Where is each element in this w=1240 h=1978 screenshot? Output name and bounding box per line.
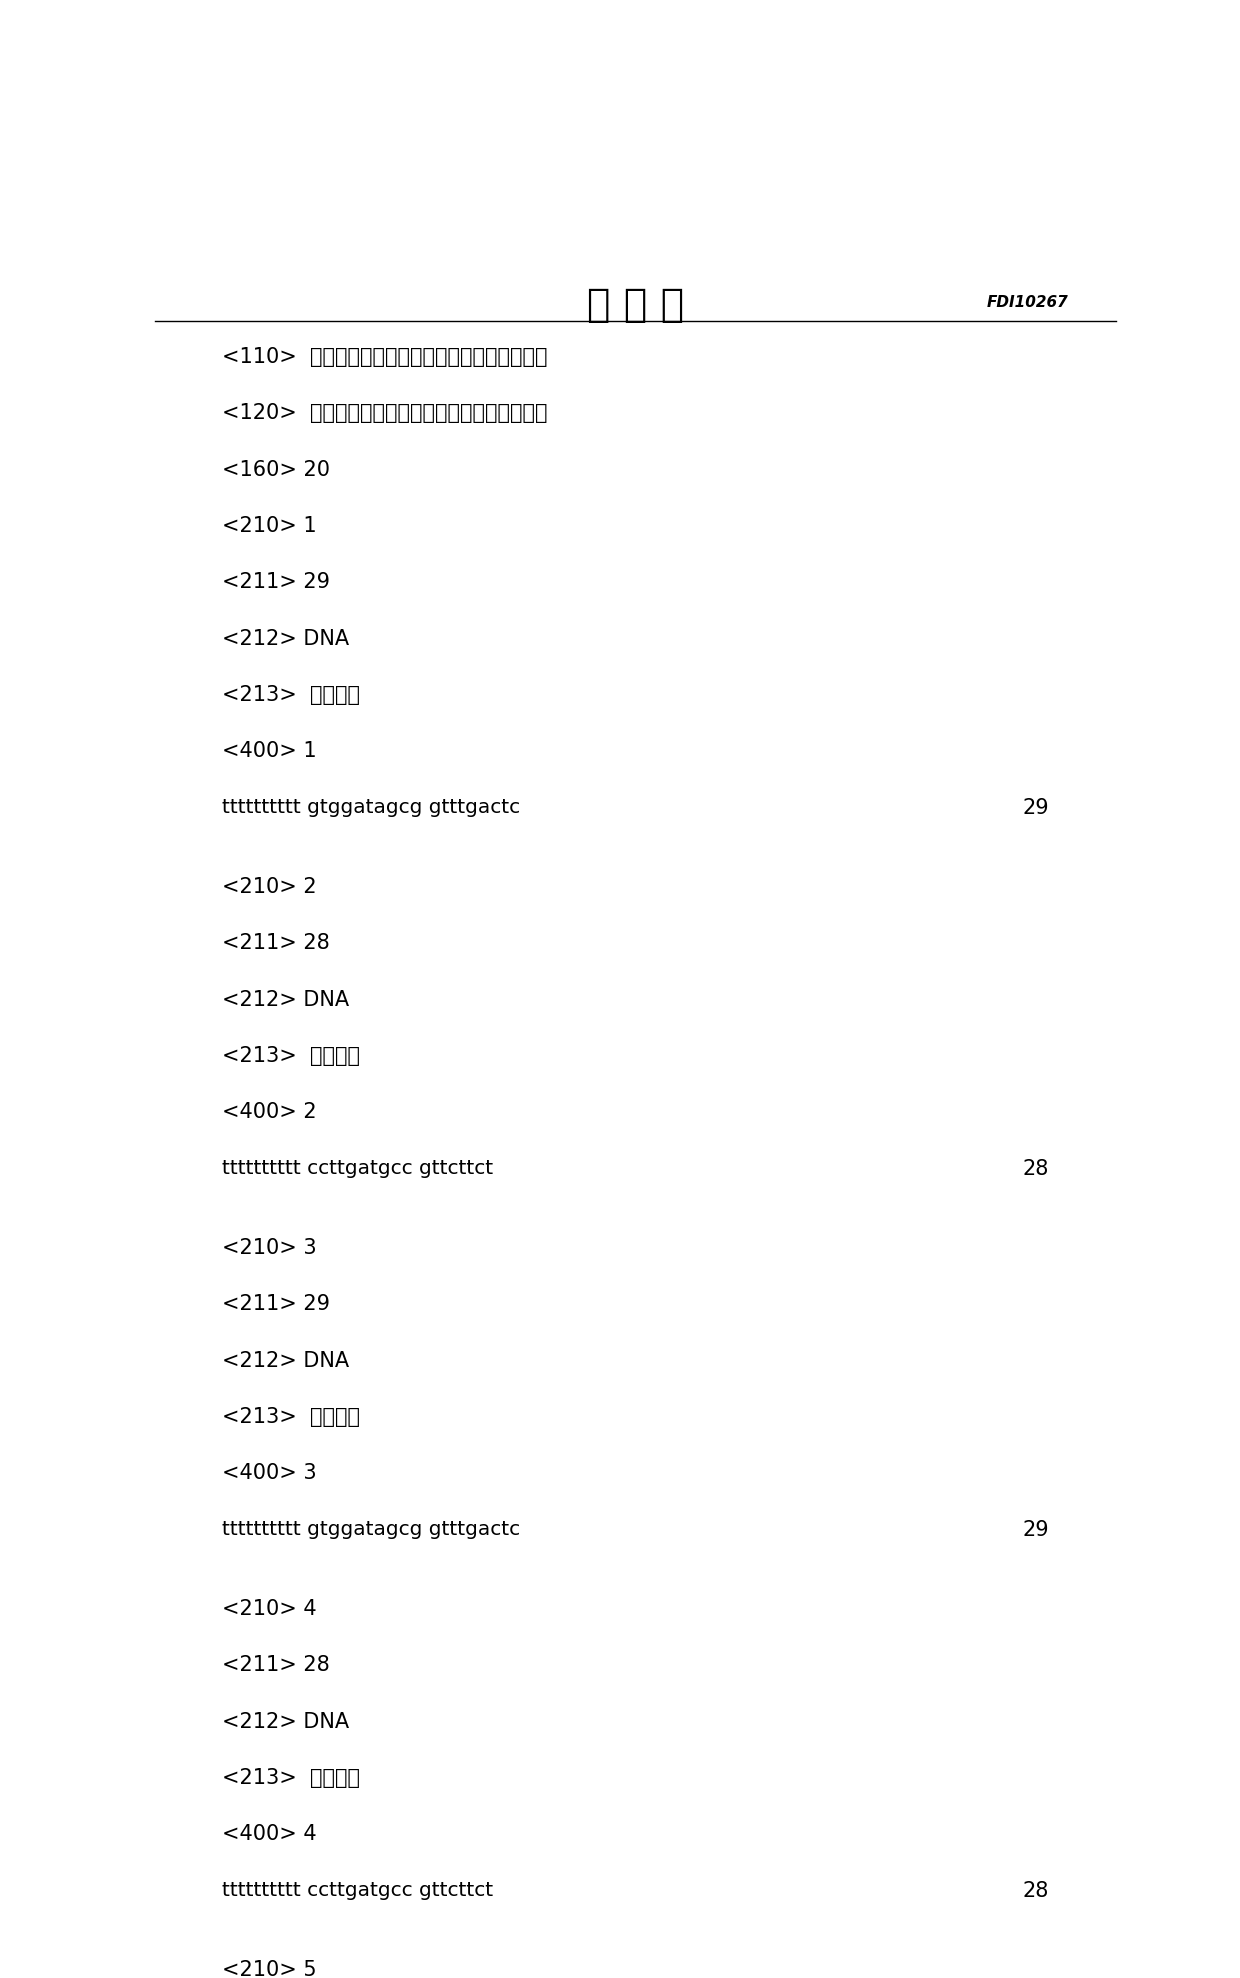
Text: <211> 29: <211> 29 <box>222 1294 330 1313</box>
Text: tttttttttt gtggatagcg gtttgactc: tttttttttt gtggatagcg gtttgactc <box>222 797 521 817</box>
Text: <213>  合成序列: <213> 合成序列 <box>222 1046 361 1066</box>
Text: <212> DNA: <212> DNA <box>222 989 350 1009</box>
Text: <400> 1: <400> 1 <box>222 742 317 762</box>
Text: <400> 4: <400> 4 <box>222 1824 317 1843</box>
Text: <211> 28: <211> 28 <box>222 934 330 953</box>
Text: 28: 28 <box>1022 1159 1049 1179</box>
Text: <210> 4: <210> 4 <box>222 1598 317 1618</box>
Text: 29: 29 <box>1022 797 1049 817</box>
Text: 序 列 表: 序 列 表 <box>587 287 684 324</box>
Text: <213>  合成序列: <213> 合成序列 <box>222 1768 361 1788</box>
Text: <211> 28: <211> 28 <box>222 1656 330 1675</box>
Text: <110>  中国科学院苏州纳米技术与纳米发生研究所: <110> 中国科学院苏州纳米技术与纳米发生研究所 <box>222 346 548 368</box>
Text: <212> DNA: <212> DNA <box>222 1351 350 1371</box>
Text: <400> 3: <400> 3 <box>222 1464 317 1484</box>
Text: <210> 5: <210> 5 <box>222 1960 317 1978</box>
Text: tttttttttt gtggatagcg gtttgactc: tttttttttt gtggatagcg gtttgactc <box>222 1519 521 1539</box>
Text: <211> 29: <211> 29 <box>222 572 330 593</box>
Text: <400> 2: <400> 2 <box>222 1102 317 1122</box>
Text: <210> 2: <210> 2 <box>222 876 317 898</box>
Text: <160> 20: <160> 20 <box>222 459 330 481</box>
Text: <120>  一种基于悬浮芯片的多重固相扩增检测方法: <120> 一种基于悬浮芯片的多重固相扩增检测方法 <box>222 404 548 423</box>
Text: <210> 1: <210> 1 <box>222 516 317 536</box>
Text: 29: 29 <box>1022 1519 1049 1539</box>
Text: <213>  合成序列: <213> 合成序列 <box>222 1406 361 1426</box>
Text: FDI10267: FDI10267 <box>986 295 1068 311</box>
Text: tttttttttt ccttgatgcc gttcttct: tttttttttt ccttgatgcc gttcttct <box>222 1159 494 1177</box>
Text: <210> 3: <210> 3 <box>222 1238 317 1258</box>
Text: tttttttttt ccttgatgcc gttcttct: tttttttttt ccttgatgcc gttcttct <box>222 1881 494 1899</box>
Text: <212> DNA: <212> DNA <box>222 1711 350 1731</box>
Text: <213>  合成序列: <213> 合成序列 <box>222 684 361 704</box>
Text: <212> DNA: <212> DNA <box>222 629 350 649</box>
Text: 28: 28 <box>1022 1881 1049 1901</box>
